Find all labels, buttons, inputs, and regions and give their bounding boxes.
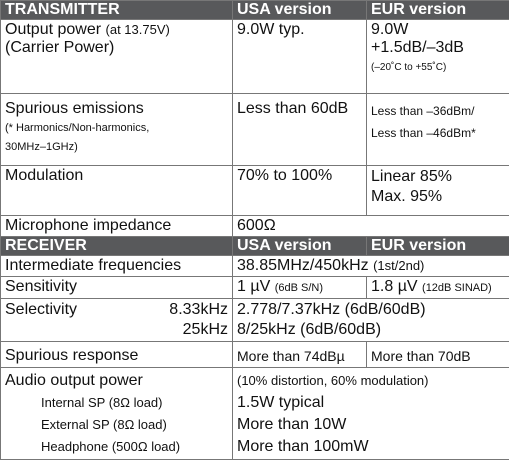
modulation-row: Modulation 70% to 100% Linear 85% Max. 9…	[0, 165, 509, 216]
selectivity-row: Selectivity 8.33kHz 25kHz 2.778/7.37kHz …	[0, 298, 509, 342]
audio-output-row: Audio output power Internal SP (8Ω load)…	[0, 367, 509, 460]
selectivity-values: 2.778/7.37kHz (6dB/60dB) 8/25kHz (6dB/60…	[232, 298, 509, 342]
mic-impedance-value: 600Ω	[232, 215, 509, 237]
modulation-eur: Linear 85% Max. 95%	[366, 165, 509, 216]
transmitter-header: TRANSMITTER USA version EUR version	[0, 0, 509, 20]
modulation-label: Modulation	[0, 165, 233, 216]
spurious-response-row: Spurious response More than 74dBµ More t…	[0, 341, 509, 368]
usa-version-header: USA version	[232, 0, 367, 20]
receiver-header: RECEIVER USA version EUR version	[0, 236, 509, 256]
eur-version-header-rx: EUR version	[366, 236, 509, 256]
sensitivity-eur: 1.8 µV (12dB SINAD)	[366, 276, 509, 299]
transmitter-title: TRANSMITTER	[0, 0, 233, 20]
modulation-usa: 70% to 100%	[232, 165, 367, 216]
output-power-label: Output power (at 13.75V) (Carrier Power)	[0, 19, 233, 94]
mic-impedance-row: Microphone impedance 600Ω	[0, 215, 509, 237]
output-power-eur: 9.0W +1.5dB/–3dB (–20˚C to +55˚C)	[366, 19, 509, 94]
receiver-title: RECEIVER	[0, 236, 233, 256]
audio-output-label: Audio output power Internal SP (8Ω load)…	[0, 367, 233, 460]
spurious-emissions-eur: Less than –36dBm/ Less than –46dBm*	[366, 93, 509, 166]
audio-output-values: (10% distortion, 60% modulation) 1.5W ty…	[232, 367, 509, 460]
spurious-response-usa: More than 74dBµ	[232, 341, 367, 368]
usa-version-header-rx: USA version	[232, 236, 367, 256]
spurious-emissions-label: Spurious emissions (* Harmonics/Non-harm…	[0, 93, 233, 166]
spurious-response-label: Spurious response	[0, 341, 233, 368]
sensitivity-label: Sensitivity	[0, 276, 233, 299]
if-row: Intermediate frequencies 38.85MHz/450kHz…	[0, 255, 509, 277]
if-label: Intermediate frequencies	[0, 255, 233, 277]
output-power-row: Output power (at 13.75V) (Carrier Power)…	[0, 19, 509, 94]
sensitivity-row: Sensitivity 1 µV (6dB S/N) 1.8 µV (12dB …	[0, 276, 509, 299]
spurious-emissions-row: Spurious emissions (* Harmonics/Non-harm…	[0, 93, 509, 166]
if-value: 38.85MHz/450kHz (1st/2nd)	[232, 255, 509, 277]
spec-table: TRANSMITTER USA version EUR version Outp…	[0, 0, 509, 460]
mic-impedance-label: Microphone impedance	[0, 215, 233, 237]
output-power-usa: 9.0W typ.	[232, 19, 367, 94]
spurious-emissions-usa: Less than 60dB	[232, 93, 367, 166]
selectivity-label: Selectivity 8.33kHz 25kHz	[0, 298, 233, 342]
sensitivity-usa: 1 µV (6dB S/N)	[232, 276, 367, 299]
eur-version-header: EUR version	[366, 0, 509, 20]
spurious-response-eur: More than 70dB	[366, 341, 509, 368]
